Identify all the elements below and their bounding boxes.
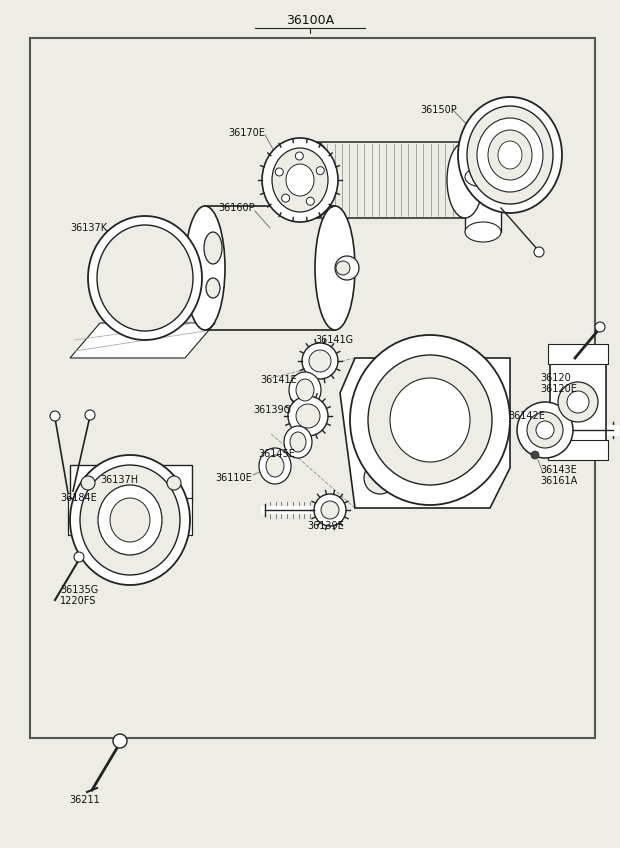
Bar xyxy=(465,177,501,232)
Ellipse shape xyxy=(80,465,180,575)
Text: 36211: 36211 xyxy=(69,795,100,805)
Text: 36161A: 36161A xyxy=(540,476,577,486)
Polygon shape xyxy=(340,358,510,508)
Text: 36120: 36120 xyxy=(540,373,571,383)
Circle shape xyxy=(309,350,331,372)
Text: 36141G: 36141G xyxy=(315,335,353,345)
Ellipse shape xyxy=(315,206,355,330)
Ellipse shape xyxy=(296,379,314,401)
Ellipse shape xyxy=(477,118,543,192)
Text: 36110E: 36110E xyxy=(215,473,252,483)
Ellipse shape xyxy=(204,232,222,264)
Circle shape xyxy=(517,402,573,458)
Circle shape xyxy=(275,168,283,176)
Text: 36143E: 36143E xyxy=(540,465,577,475)
Circle shape xyxy=(595,322,605,332)
Text: 36137K: 36137K xyxy=(70,223,107,233)
Ellipse shape xyxy=(336,261,350,275)
Ellipse shape xyxy=(368,355,492,485)
Polygon shape xyxy=(70,465,192,500)
Ellipse shape xyxy=(284,426,312,458)
Ellipse shape xyxy=(467,106,553,204)
Text: 36145E: 36145E xyxy=(258,449,295,459)
Circle shape xyxy=(536,421,554,439)
Ellipse shape xyxy=(262,138,338,222)
Circle shape xyxy=(321,501,339,519)
Circle shape xyxy=(302,343,338,379)
Ellipse shape xyxy=(97,225,193,331)
Ellipse shape xyxy=(88,216,202,340)
Ellipse shape xyxy=(70,455,190,585)
Ellipse shape xyxy=(465,167,501,187)
Circle shape xyxy=(316,167,324,175)
Circle shape xyxy=(558,382,598,422)
Ellipse shape xyxy=(465,222,501,242)
Text: 36170E: 36170E xyxy=(228,128,265,138)
Polygon shape xyxy=(70,323,215,358)
Circle shape xyxy=(50,411,60,421)
Text: 36184E: 36184E xyxy=(60,493,97,503)
Ellipse shape xyxy=(458,470,478,490)
Circle shape xyxy=(296,404,320,428)
Ellipse shape xyxy=(206,278,220,298)
Ellipse shape xyxy=(364,462,396,494)
Ellipse shape xyxy=(266,455,284,477)
Text: 36139G: 36139G xyxy=(253,405,291,415)
Text: 36142E: 36142E xyxy=(508,411,545,421)
Circle shape xyxy=(74,552,84,562)
Ellipse shape xyxy=(290,432,306,452)
Ellipse shape xyxy=(447,142,483,218)
Ellipse shape xyxy=(335,256,359,280)
Circle shape xyxy=(85,410,95,420)
Bar xyxy=(548,344,608,364)
Text: 36137H: 36137H xyxy=(100,475,138,485)
Bar xyxy=(548,440,608,460)
Ellipse shape xyxy=(185,206,225,330)
Circle shape xyxy=(567,391,589,413)
Ellipse shape xyxy=(297,142,333,218)
Text: 36141E: 36141E xyxy=(260,375,297,385)
Ellipse shape xyxy=(110,498,150,542)
Circle shape xyxy=(531,451,539,459)
Ellipse shape xyxy=(458,97,562,213)
Circle shape xyxy=(527,412,563,448)
Ellipse shape xyxy=(458,376,478,396)
Ellipse shape xyxy=(286,164,314,196)
Ellipse shape xyxy=(259,448,291,484)
Circle shape xyxy=(306,198,314,205)
Ellipse shape xyxy=(390,378,470,462)
Circle shape xyxy=(288,396,328,436)
Text: 36100A: 36100A xyxy=(286,14,334,26)
Text: 36135G: 36135G xyxy=(60,585,98,595)
Circle shape xyxy=(295,152,303,160)
Ellipse shape xyxy=(98,485,162,555)
Ellipse shape xyxy=(350,335,510,505)
Ellipse shape xyxy=(488,130,532,180)
Ellipse shape xyxy=(272,148,328,212)
Circle shape xyxy=(81,476,95,490)
Ellipse shape xyxy=(289,372,321,408)
Circle shape xyxy=(314,494,346,526)
Text: 1220FS: 1220FS xyxy=(60,596,96,606)
Circle shape xyxy=(167,476,181,490)
Text: 36139E: 36139E xyxy=(307,521,343,531)
Text: 36120E: 36120E xyxy=(540,384,577,394)
Text: 36150P: 36150P xyxy=(420,105,457,115)
Circle shape xyxy=(113,734,127,748)
Polygon shape xyxy=(68,498,192,535)
Circle shape xyxy=(534,247,544,257)
Ellipse shape xyxy=(364,370,396,402)
Text: 36160P: 36160P xyxy=(218,203,255,213)
Polygon shape xyxy=(550,360,606,444)
Ellipse shape xyxy=(498,141,522,169)
Circle shape xyxy=(281,194,290,202)
Bar xyxy=(30,38,595,738)
